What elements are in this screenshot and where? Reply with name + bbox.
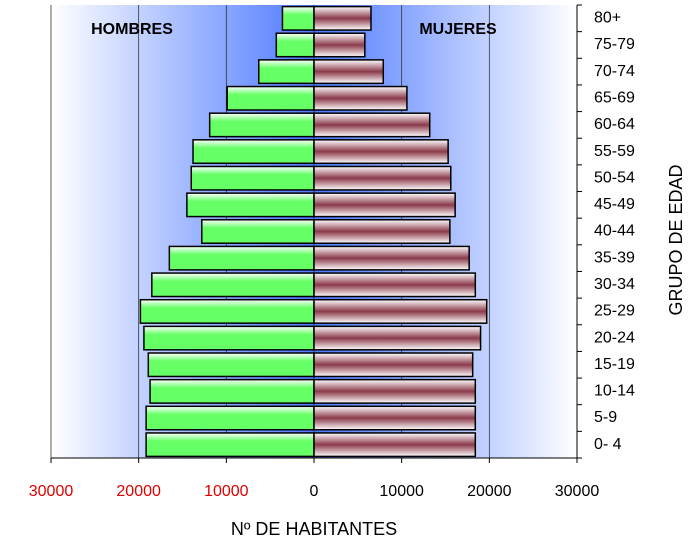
- bar: [151, 272, 315, 298]
- bar: [139, 298, 315, 324]
- bar: [201, 219, 315, 244]
- y-tick-label: 35-39: [594, 249, 635, 266]
- y-tick-label: 55-59: [594, 143, 635, 160]
- bar: [149, 378, 315, 404]
- bar: [313, 165, 452, 191]
- bar: [275, 32, 315, 58]
- bar: [313, 245, 470, 271]
- bar: [313, 219, 451, 244]
- bar: [192, 139, 315, 165]
- y-tick-label: 25-29: [594, 303, 635, 320]
- bar: [313, 85, 408, 111]
- bar: [313, 378, 477, 404]
- bar: [143, 325, 315, 351]
- bar: [313, 325, 482, 351]
- bar: [281, 5, 315, 31]
- y-tick-label: 75-79: [594, 36, 635, 53]
- y-axis-label: GRUPO DE EDAD: [666, 164, 686, 315]
- bar: [186, 192, 315, 218]
- bar: [313, 32, 366, 58]
- bar: [226, 85, 315, 111]
- y-tick-label: 50-54: [594, 169, 635, 186]
- y-tick-label: 10-14: [594, 383, 635, 400]
- x-tick-label: 10000: [379, 483, 424, 500]
- annotation: HOMBRES: [91, 21, 173, 38]
- y-tick-label: 65-69: [594, 89, 635, 106]
- bar: [313, 5, 372, 31]
- bar: [313, 59, 385, 85]
- bar: [313, 272, 477, 298]
- y-tick-label: 0- 4: [594, 436, 622, 453]
- bar: [190, 165, 315, 191]
- bar: [313, 298, 488, 324]
- x-tick-label: 10000: [204, 483, 249, 500]
- bar: [313, 352, 474, 378]
- bar: [145, 405, 315, 431]
- bar: [313, 432, 477, 458]
- bar: [313, 405, 477, 431]
- bar: [208, 112, 315, 138]
- y-tick-label: 70-74: [594, 63, 635, 80]
- x-tick-label: 30000: [555, 483, 600, 500]
- bar: [145, 432, 315, 458]
- y-tick-label: 20-24: [594, 329, 635, 346]
- bar: [258, 59, 315, 85]
- bar: [313, 192, 456, 218]
- y-tick-label: 15-19: [594, 356, 635, 373]
- bar: [313, 112, 431, 138]
- y-tick-label: 60-64: [594, 116, 635, 133]
- annotation: MUJERES: [419, 21, 497, 38]
- y-tick-label: 80+: [594, 10, 621, 27]
- bar: [168, 245, 315, 271]
- x-tick-label: 0: [310, 483, 319, 500]
- bar: [147, 352, 315, 378]
- bar: [313, 139, 449, 165]
- x-tick-label: 20000: [467, 483, 512, 500]
- y-tick-label: 30-34: [594, 276, 635, 293]
- x-tick-label: 30000: [29, 483, 74, 500]
- y-tick-label: 40-44: [594, 223, 635, 240]
- y-tick-label: 5-9: [594, 409, 617, 426]
- y-tick-label: 45-49: [594, 196, 635, 213]
- x-axis-label: Nº DE HABITANTES: [231, 519, 397, 539]
- x-tick-label: 20000: [116, 483, 161, 500]
